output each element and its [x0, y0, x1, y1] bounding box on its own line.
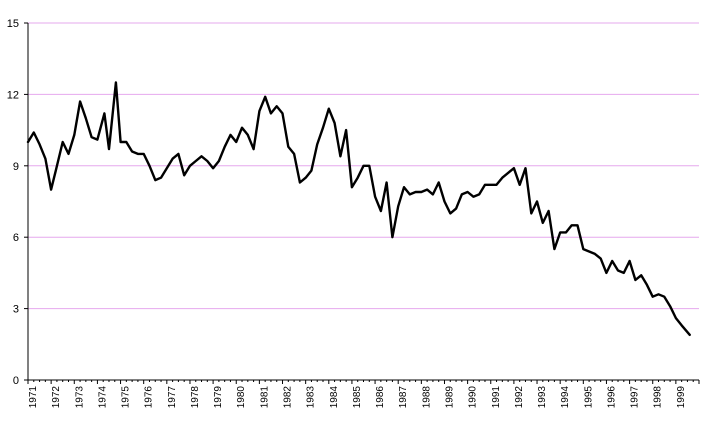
x-tick-label: 1979: [213, 386, 224, 409]
y-tick-label: 6: [13, 232, 19, 244]
x-tick-label: 1971: [28, 386, 39, 409]
x-tick-label: 1988: [421, 386, 432, 409]
x-tick-label: 1995: [583, 386, 594, 409]
x-tick-label: 1993: [537, 386, 548, 409]
x-tick-label: 1984: [329, 386, 340, 409]
series: [26, 81, 691, 336]
x-tick-label: 1999: [676, 386, 687, 409]
x-tick-label: 1977: [167, 386, 178, 409]
x-tick-label: 1987: [398, 386, 409, 409]
y-tick-labels: 0 3 6 9 12 15: [7, 18, 19, 387]
x-tick-label: 1989: [444, 386, 455, 409]
axes: [24, 22, 700, 384]
x-tick-label: 1990: [468, 386, 479, 409]
x-tick-label: 1978: [190, 386, 201, 409]
x-tick-label: 1994: [560, 386, 571, 409]
x-tick-label: 1998: [653, 386, 664, 409]
x-tick-label: 1985: [352, 386, 363, 409]
x-tick-label: 1975: [121, 386, 132, 409]
x-tick-label: 1974: [97, 386, 108, 409]
x-tick-label: 1982: [283, 386, 294, 409]
y-tick-label: 0: [13, 375, 19, 387]
x-tick-label: 1973: [74, 386, 85, 409]
x-tick-labels: 1971 1972 1973 1974 1975 1976 1977 1978 1979 1980…: [28, 386, 687, 409]
x-tick-label: 1996: [606, 386, 617, 409]
x-tick-label: 1992: [514, 386, 525, 409]
x-tick-label: 1991: [491, 386, 502, 409]
x-tick-label: 1986: [375, 386, 386, 409]
x-tick-label: 1972: [51, 386, 62, 409]
x-tick-label: 1997: [630, 386, 641, 409]
series-line-0: [26, 81, 691, 336]
y-tick-label: 12: [7, 89, 19, 101]
x-tick-label: 1976: [144, 386, 155, 409]
y-tick-label: 9: [13, 161, 19, 173]
x-tick-label: 1983: [306, 386, 317, 409]
x-tick-label: 1981: [259, 386, 270, 409]
x-tick-label: 1980: [236, 386, 247, 409]
y-tick-label: 3: [13, 304, 19, 316]
y-tick-label: 15: [7, 18, 19, 30]
